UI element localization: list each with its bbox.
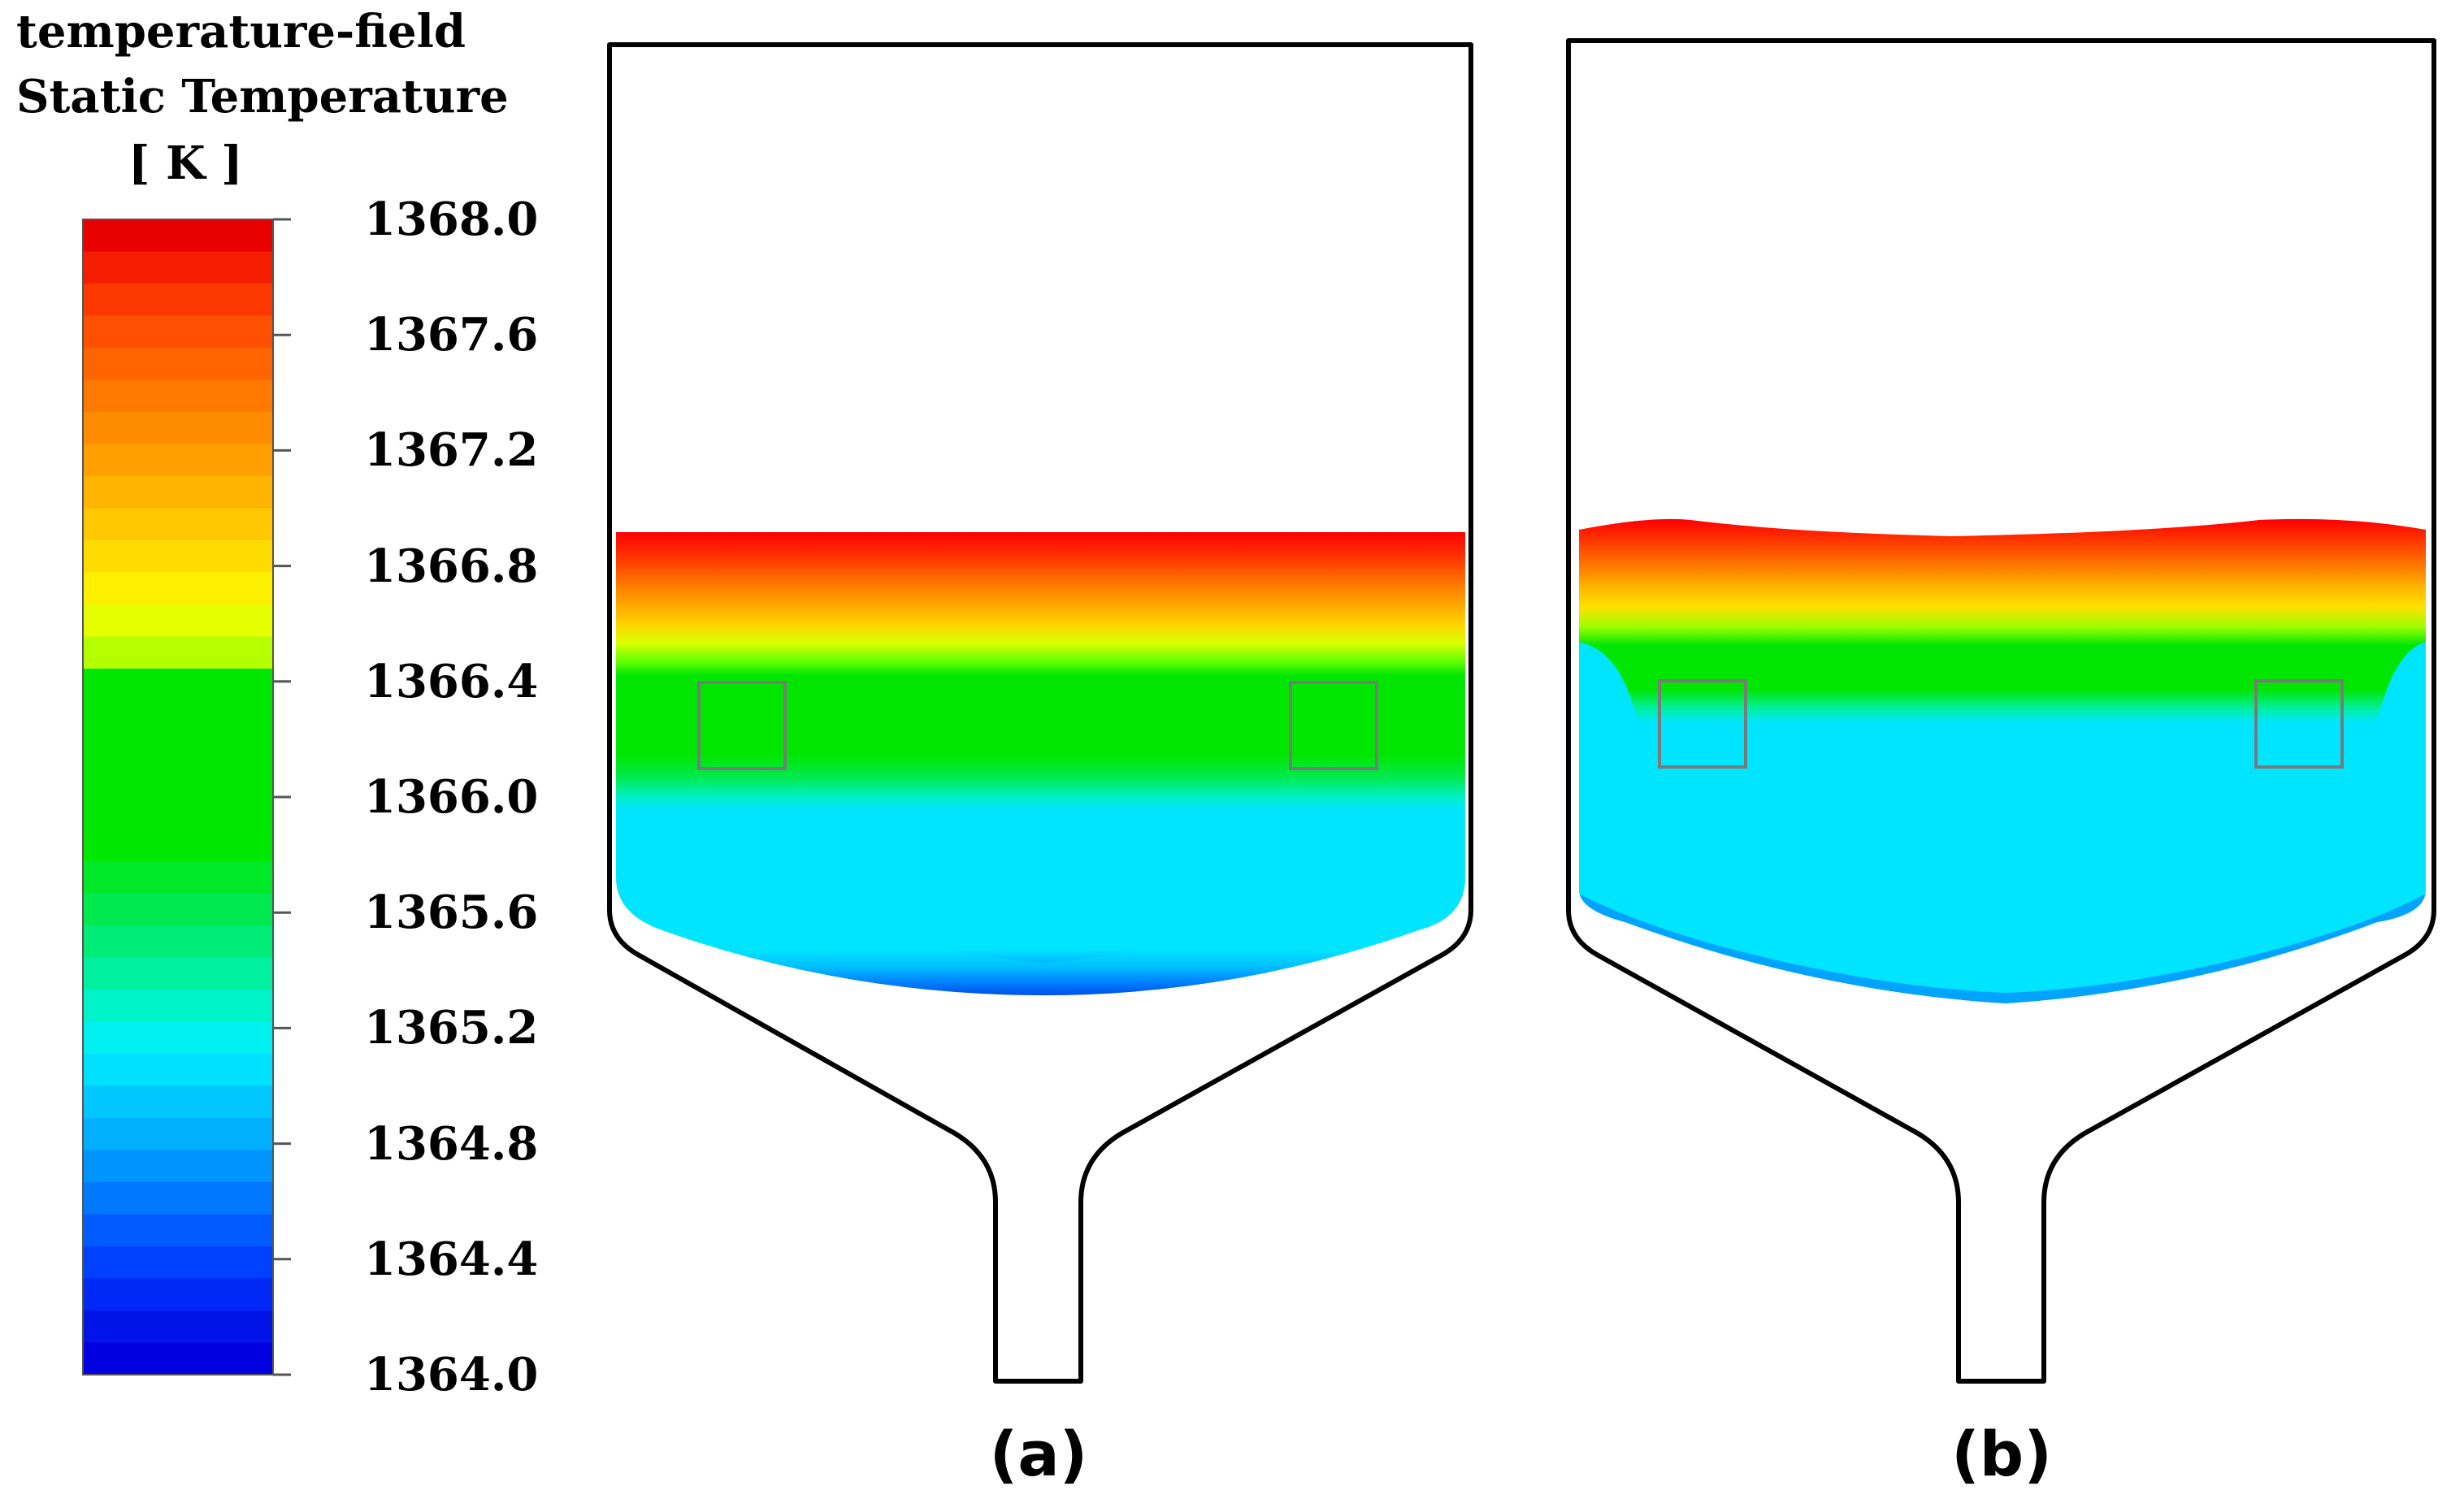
colorbar-band: [83, 1182, 273, 1215]
colorbar-band: [83, 1342, 273, 1376]
panel-b: [1566, 38, 2436, 1384]
colorbar-band: [83, 990, 273, 1023]
colorbar-tick-label: 1367.2: [364, 423, 539, 478]
colorbar-band: [83, 444, 273, 477]
colorbar-band: [83, 1021, 273, 1055]
colorbar-band: [83, 348, 273, 381]
legend-title-line2: Static Temperature: [16, 70, 509, 123]
colorbar-band: [83, 797, 273, 830]
colorbar-band: [83, 636, 273, 669]
probe-box-right-b: [2254, 679, 2344, 769]
colorbar-band: [83, 829, 273, 862]
probe-box-right-a: [1289, 681, 1378, 770]
legend-title-line1: temperature-field: [16, 5, 466, 58]
temperature-field-a: [616, 532, 1465, 995]
colorbar-band: [83, 733, 273, 766]
temperature-field-b: [1579, 518, 2426, 1003]
panel-a: [607, 42, 1473, 1384]
colorbar-band: [83, 219, 273, 253]
colorbar-band: [83, 284, 273, 317]
colorbar-band: [83, 861, 273, 895]
colorbar-band: [83, 1150, 273, 1183]
colorbar-band: [83, 1278, 273, 1311]
vessel-outline-b: [1566, 38, 2436, 1384]
colorbar-tick-label: 1366.4: [364, 654, 539, 708]
colorbar-band: [83, 1246, 273, 1280]
legend-unit: [ K ]: [128, 136, 243, 190]
colorbar-tick-label: 1365.6: [364, 886, 539, 940]
colorbar: [83, 219, 273, 1376]
colorbar-band: [83, 1085, 273, 1119]
colorbar-band: [83, 540, 273, 574]
colorbar-tick-label: 1367.6: [364, 308, 539, 362]
colorbar-band: [83, 700, 273, 734]
colorbar-tick-label: 1366.8: [364, 539, 539, 593]
colorbar-tick-label: 1366.0: [364, 770, 539, 824]
colorbar-tick-label: 1364.0: [364, 1348, 539, 1402]
colorbar-ticks: [273, 218, 291, 1376]
colorbar-band: [83, 893, 273, 926]
colorbar-band: [83, 925, 273, 959]
colorbar-tick-label: 1365.2: [364, 1001, 539, 1055]
color-legend: [82, 218, 291, 1376]
colorbar-band: [83, 1054, 273, 1087]
colorbar-band: [83, 1118, 273, 1151]
colorbar-band: [83, 412, 273, 445]
colorbar-tick-label: 1364.4: [364, 1232, 539, 1286]
probe-box-left-b: [1658, 679, 1747, 769]
caption-panel-a: (a): [989, 1418, 1088, 1490]
vessel-outline-a: [607, 42, 1473, 1384]
colorbar-band: [83, 669, 273, 702]
probe-box-left-a: [697, 681, 787, 770]
colorbar-band: [83, 765, 273, 798]
colorbar-band: [83, 315, 273, 349]
colorbar-band: [83, 604, 273, 638]
colorbar-band: [83, 1311, 273, 1344]
colorbar-tick-label: 1364.8: [364, 1116, 539, 1171]
colorbar-band: [83, 476, 273, 509]
caption-panel-b: (b): [1951, 1418, 2052, 1490]
colorbar-tick-label: 1368.0: [364, 193, 539, 246]
colorbar-band: [83, 508, 273, 541]
colorbar-band: [83, 957, 273, 990]
colorbar-band: [83, 379, 273, 413]
colorbar-band: [83, 572, 273, 605]
colorbar-band: [83, 251, 273, 284]
colorbar-band: [83, 1214, 273, 1247]
